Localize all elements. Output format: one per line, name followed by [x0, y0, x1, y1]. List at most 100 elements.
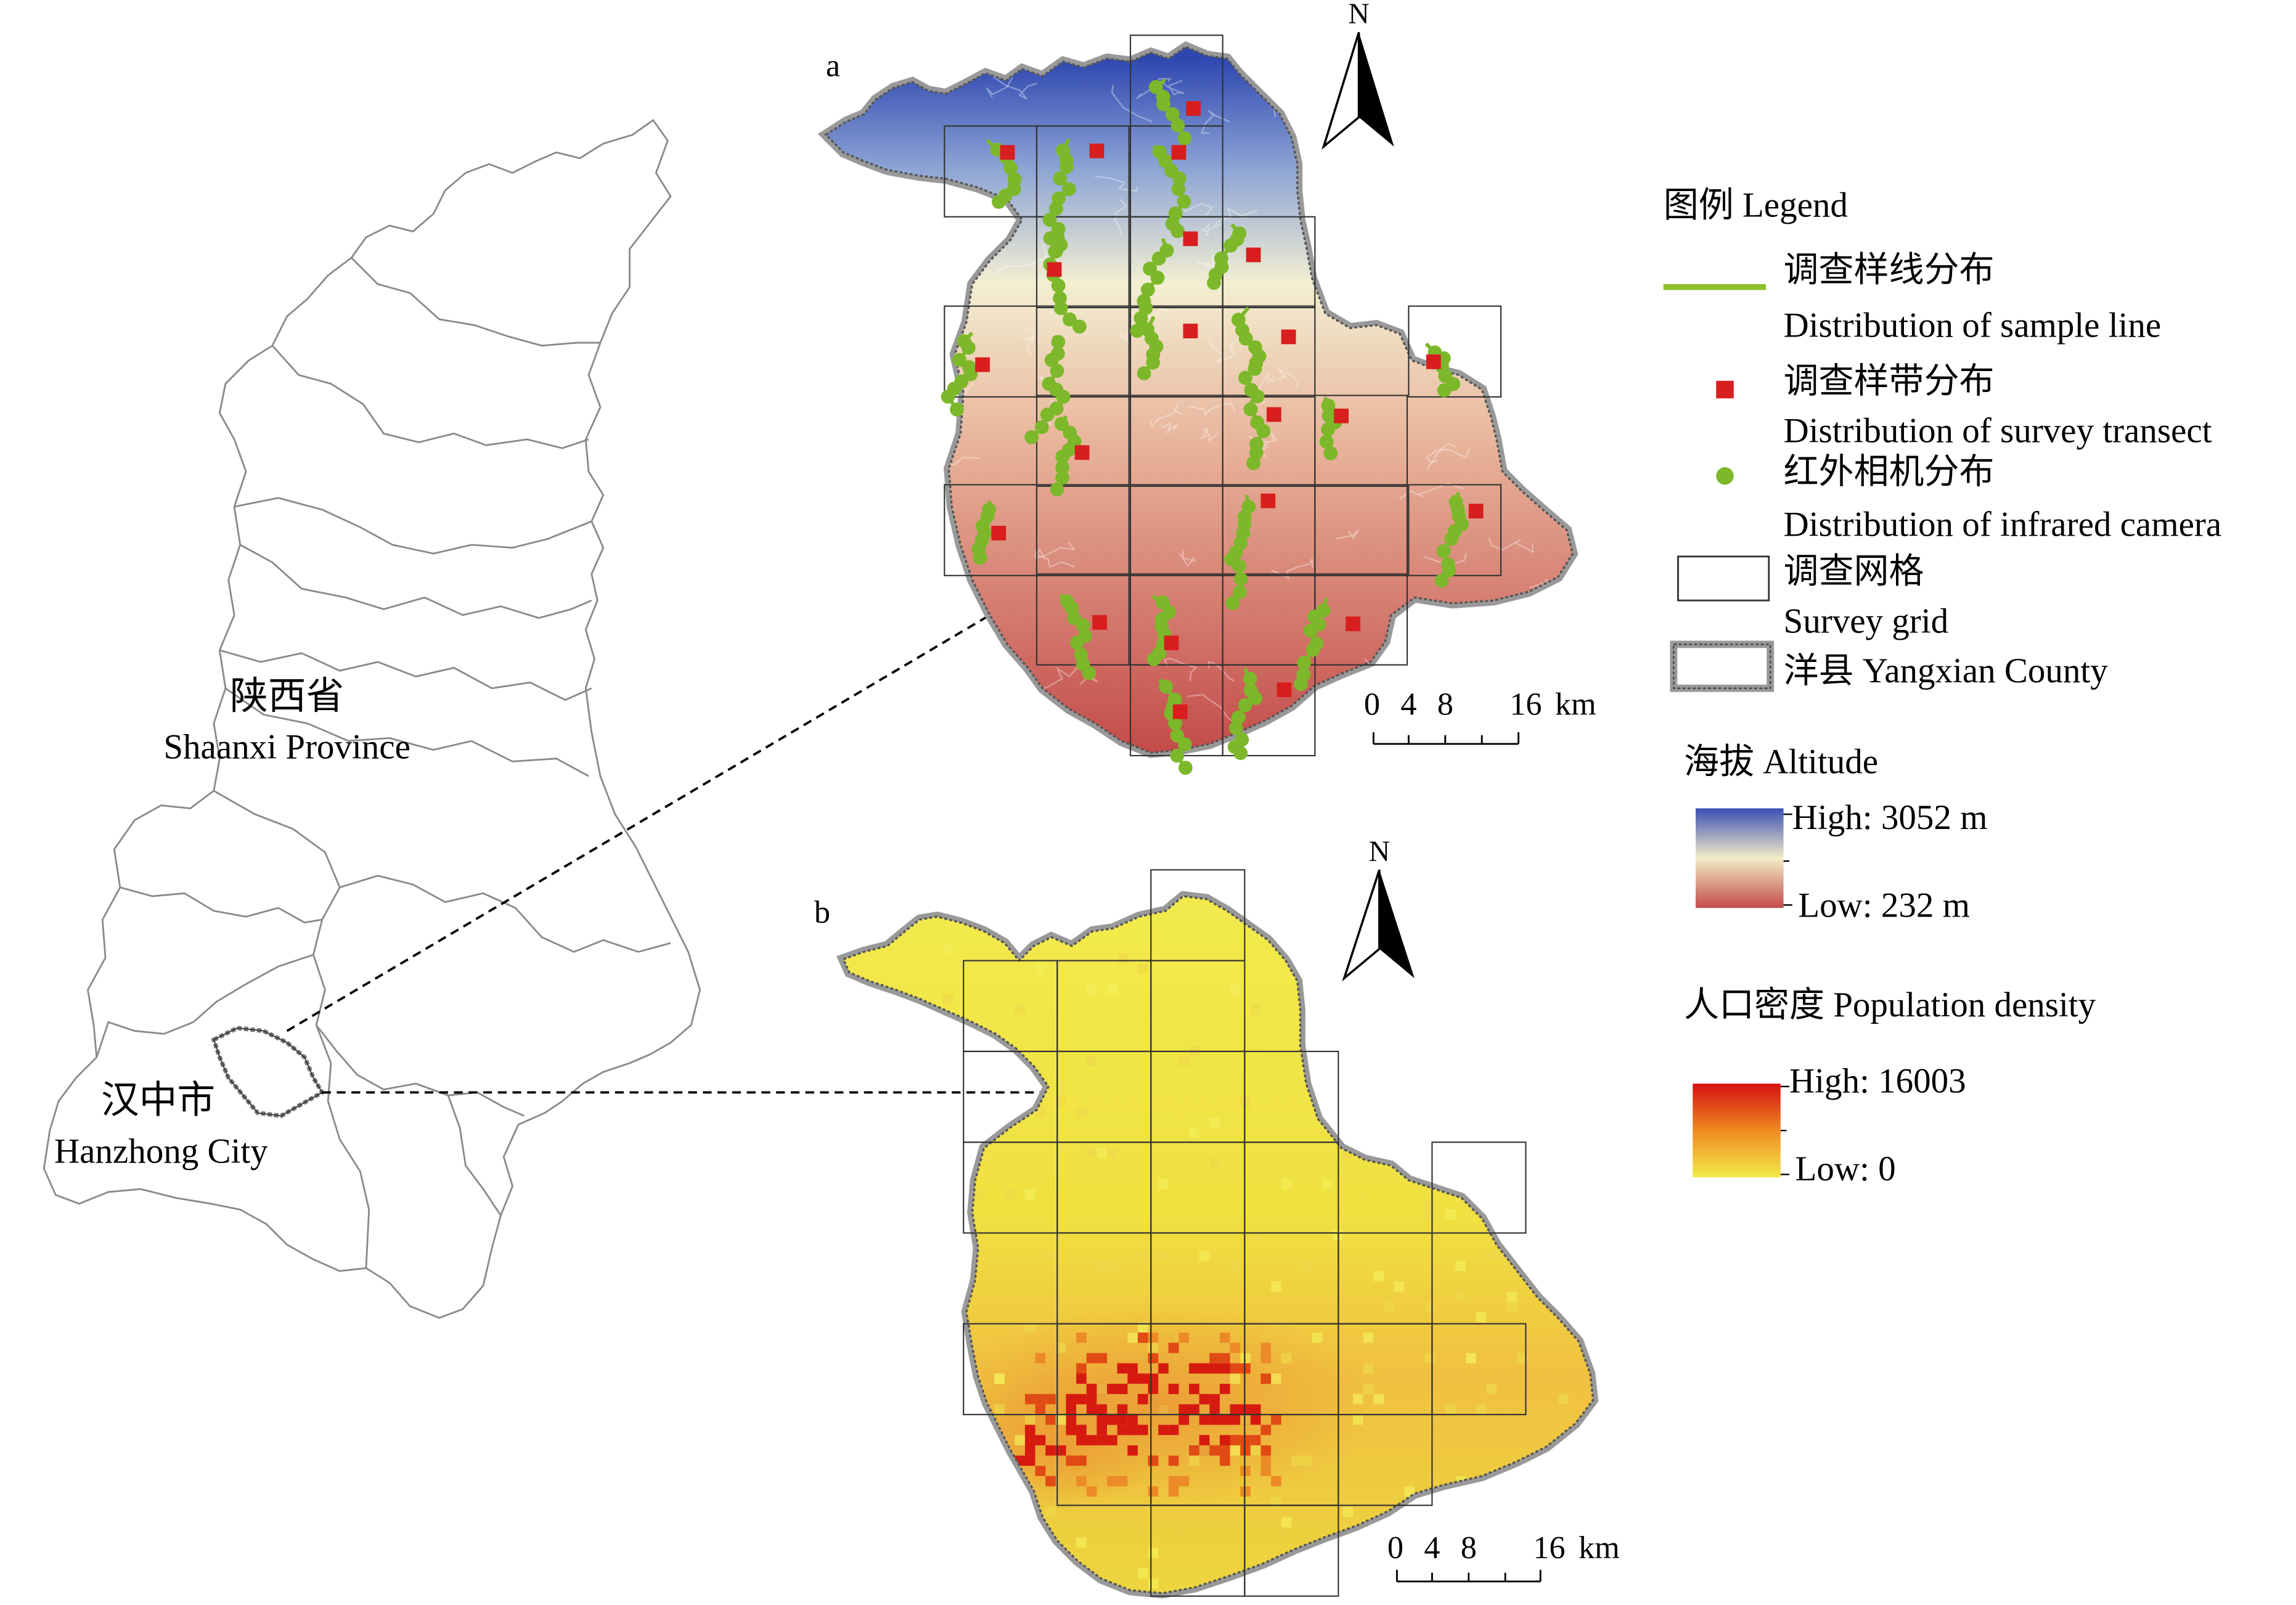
population-cell [1168, 1486, 1179, 1497]
population-cell [1117, 1404, 1128, 1415]
population-cell [1260, 1424, 1272, 1436]
population-cell [1066, 1455, 1077, 1466]
population-cell [1015, 1435, 1025, 1445]
infrared-camera-dot [1170, 224, 1185, 239]
population-cell [1168, 1342, 1179, 1354]
terrain-ridge [1534, 428, 1573, 446]
terrain-ridge [1529, 67, 1552, 81]
population-cell [1024, 1435, 1036, 1445]
north-arrow-icon: N [1342, 836, 1415, 982]
population-cell [1076, 1332, 1087, 1343]
population-cell [1260, 1466, 1272, 1476]
population-cell [1404, 1517, 1415, 1527]
infrared-camera-dot [1177, 737, 1192, 752]
population-title: 人口密度 Population density [1684, 986, 2096, 1024]
population-cell [1076, 1373, 1087, 1384]
population-cell [1024, 1322, 1036, 1333]
population-cell [1506, 1045, 1518, 1056]
population-cell [1189, 1045, 1199, 1056]
infrared-camera-dot [1246, 455, 1260, 470]
population-cell [1260, 1445, 1272, 1456]
infrared-camera-dot [1321, 422, 1336, 436]
population-cell [1240, 1435, 1251, 1445]
population-cell [1230, 1404, 1241, 1415]
infrared-camera-dot [1207, 276, 1221, 290]
population-cell [1066, 1404, 1077, 1415]
population-cell [1240, 1353, 1251, 1363]
population-cell [1189, 1404, 1199, 1415]
infrared-camera-dot [1060, 160, 1074, 174]
population-cell [1209, 1158, 1220, 1169]
population-cell [1240, 1445, 1251, 1456]
terrain-ridge [1305, 696, 1331, 712]
population-cell [1127, 1332, 1138, 1343]
population-cell [1127, 1445, 1138, 1456]
population-cell [1024, 1394, 1036, 1405]
population-cell [1179, 1404, 1190, 1415]
population-cell [1404, 1486, 1415, 1497]
terrain-ridge [1035, 548, 1076, 568]
survey-transect-marker [1281, 329, 1296, 345]
population-cell [1024, 1445, 1036, 1456]
north-arrow-icon: N [1322, 0, 1394, 150]
city-boundary [339, 875, 671, 953]
scale-bar: 0 4 8 16 km [1364, 686, 1596, 745]
population-cell [1117, 953, 1128, 964]
survey-grid-symbol [1677, 555, 1770, 602]
population-cell [1404, 1004, 1415, 1015]
population-high: High: 16003 [1789, 1061, 1966, 1100]
population-cell [1179, 1055, 1190, 1066]
population-cell [1127, 1373, 1138, 1384]
terrain-ridge [1475, 684, 1493, 700]
infrared-camera-dot [1061, 182, 1076, 197]
infrared-camera-dot [1069, 635, 1084, 650]
altitude-low: Low: 232 m [1798, 886, 1970, 925]
population-cell [1086, 1353, 1097, 1363]
population-cell [1106, 1415, 1117, 1425]
population-cell [1127, 1415, 1138, 1425]
infrared-camera-dot [1177, 131, 1192, 145]
legend-item-cn: 调查样线分布 [1784, 250, 1995, 289]
population-cell [1148, 1342, 1159, 1354]
population-cell [1045, 1415, 1056, 1425]
infrared-camera-dot [1321, 398, 1336, 413]
infrared-camera-dot [1434, 573, 1449, 588]
infrared-camera-dot [1055, 460, 1069, 475]
terrain-ridge [1267, 369, 1299, 388]
population-cell [1394, 1281, 1405, 1292]
population-cell [1117, 1384, 1128, 1394]
population-cell [1199, 1415, 1210, 1425]
survey-transect-marker [1186, 101, 1201, 116]
infrared-camera-dot [1055, 449, 1070, 464]
population-cell [994, 1404, 1005, 1415]
survey-transect-marker [1172, 704, 1188, 719]
population-cell [1271, 1497, 1281, 1507]
terrain-ridge [1207, 661, 1235, 682]
population-cell [1271, 1476, 1281, 1487]
population-cell [1219, 1363, 1230, 1374]
legend-item-cn: 红外相机分布 [1784, 452, 1995, 491]
population-cell [1148, 1486, 1159, 1497]
terrain-ridge [1188, 402, 1236, 417]
survey-grid-cell [1408, 305, 1502, 398]
terrain-ridge [1399, 483, 1465, 500]
infrared-camera-dot [1130, 324, 1145, 338]
province-boundary [43, 118, 701, 1319]
population-cell [984, 1527, 995, 1538]
population-cell [1230, 984, 1241, 995]
population-cell [1517, 1353, 1527, 1363]
population-cell [1445, 1404, 1456, 1415]
population-cell [1179, 1476, 1190, 1487]
infrared-camera-dot [1248, 361, 1262, 376]
population-cell [1240, 1466, 1251, 1476]
infrared-camera-dot [1238, 331, 1253, 346]
population-cell [1137, 1394, 1148, 1405]
terrain-ridge [1424, 553, 1468, 571]
infrared-camera-dot [950, 402, 964, 417]
population-cell [1106, 984, 1117, 995]
terrain-ridge [913, 184, 969, 218]
population-cell [1035, 1466, 1046, 1476]
population-cell [1086, 984, 1097, 995]
population-cell [1066, 1415, 1077, 1425]
infrared-camera-dot [1228, 721, 1243, 735]
